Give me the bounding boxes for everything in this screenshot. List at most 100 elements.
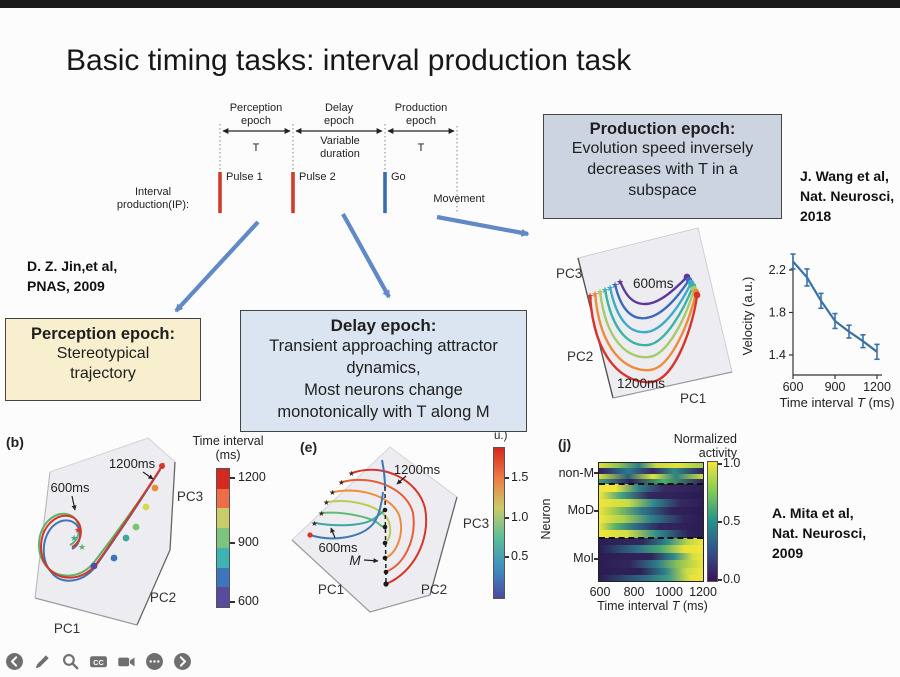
trajectory-start-stars: ★★★ ★★★ bbox=[311, 469, 355, 528]
svg-text:★: ★ bbox=[74, 525, 82, 535]
e-cbar-tickmark-2 bbox=[505, 517, 509, 519]
trajectory-start-stars: ★★ ★★ ★★ ★ bbox=[586, 277, 624, 301]
neuron-activity-heatmap bbox=[598, 462, 704, 582]
camera-icon[interactable] bbox=[117, 652, 136, 671]
interval-colorbar-title: Time interval (ms) bbox=[192, 434, 264, 462]
go-mark bbox=[383, 172, 387, 213]
heatmap-row bbox=[599, 522, 703, 531]
heatmap-row bbox=[599, 484, 703, 492]
heatmap-xlabel: Time interval T (ms) bbox=[585, 599, 720, 613]
velocity-ytick-3: 1.4 bbox=[769, 348, 786, 362]
back-icon[interactable] bbox=[5, 652, 24, 671]
forward-icon[interactable] bbox=[173, 652, 192, 671]
heatmap-group-separator-1 bbox=[599, 483, 703, 485]
closed-captions-icon[interactable]: CC bbox=[89, 652, 108, 671]
heatmap-row bbox=[599, 468, 703, 474]
start-interval-annotation: 600ms bbox=[318, 540, 358, 555]
manifold-dots bbox=[382, 507, 389, 587]
page-title: Basic timing tasks: interval production … bbox=[66, 44, 632, 77]
heatmap-rows bbox=[599, 463, 703, 581]
j-cbar-tickmark-1 bbox=[718, 463, 722, 465]
heatmap-xtick-1200: 1200 bbox=[689, 585, 717, 599]
heatmap-row bbox=[599, 567, 703, 576]
e-cbar-tick-2: 1.0 bbox=[511, 510, 529, 524]
velocity-xtick-1: 600 bbox=[783, 380, 804, 394]
pc3-axis-label: PC3 bbox=[177, 489, 203, 504]
annotate-pen-icon[interactable] bbox=[33, 652, 52, 671]
interval-cbar-tickmark-600 bbox=[230, 601, 235, 603]
heatmap-row bbox=[599, 473, 703, 479]
colorbar-segment bbox=[217, 469, 229, 489]
pc2-axis-label: PC2 bbox=[567, 349, 593, 364]
activity-colorbar-e bbox=[493, 447, 505, 599]
interval-cbar-tickmark-900 bbox=[230, 542, 235, 544]
svg-text:★: ★ bbox=[601, 285, 609, 295]
velocity-xtick-3: 1200 bbox=[863, 380, 891, 394]
svg-text:★: ★ bbox=[616, 277, 624, 287]
production-duration-label: T bbox=[417, 142, 425, 154]
production-callout-body: Evolution speed inversely decreases with… bbox=[571, 140, 754, 199]
citation-mita: A. Mita et al, Nat. Neurosci, 2009 bbox=[772, 505, 867, 561]
e-cbar-tickmark-1 bbox=[505, 477, 509, 479]
pulse1-label: Pulse 1 bbox=[226, 171, 263, 183]
svg-text:★: ★ bbox=[338, 478, 345, 487]
velocity-data-series bbox=[790, 253, 880, 361]
heatmap-row bbox=[599, 530, 703, 538]
e-cbar-tick-3: 0.5 bbox=[511, 549, 529, 563]
panel-e-letter: (e) bbox=[300, 439, 318, 455]
heatmap-row bbox=[599, 552, 703, 561]
manifold-annotation: M bbox=[349, 553, 361, 568]
velocity-ytick-1: 2.2 bbox=[769, 263, 786, 277]
end-interval-annotation: 1200ms bbox=[394, 462, 441, 477]
converging-blue-segment bbox=[381, 459, 386, 489]
zoom-search-icon[interactable] bbox=[61, 652, 80, 671]
heatmap-xlabel-T: T bbox=[671, 599, 680, 613]
svg-text:★: ★ bbox=[318, 509, 325, 518]
elapsed-time-markers bbox=[90, 463, 165, 570]
colorbar-segment bbox=[217, 567, 229, 588]
production-epoch-label: Production epoch bbox=[394, 102, 448, 127]
colorbar-segment bbox=[217, 508, 229, 529]
svg-text:★: ★ bbox=[591, 289, 599, 299]
colorbar-segment bbox=[217, 547, 229, 568]
j-cbar-tickmark-2 bbox=[718, 521, 722, 523]
heatmap-group-label-MoD: MoD bbox=[567, 503, 594, 517]
pc1-axis-label: PC1 bbox=[680, 391, 706, 406]
end-interval-annotation: 1200ms bbox=[617, 376, 665, 391]
time-interval-colorbar bbox=[216, 468, 230, 608]
interval-cbar-tick-600: 600 bbox=[238, 594, 259, 608]
j-cbar-tick-1: 1.0 bbox=[723, 456, 741, 470]
svg-text:★: ★ bbox=[611, 280, 619, 290]
interval-cbar-tickmark-1200 bbox=[230, 477, 235, 479]
shortest-trajectory-start bbox=[307, 532, 313, 538]
production-epoch-callout: Production epoch: Evolution speed invers… bbox=[543, 114, 782, 219]
citation-jin: D. Z. Jin,et al, PNAS, 2009 bbox=[27, 258, 118, 294]
task-timeline-diagram bbox=[218, 124, 458, 214]
velocity-ylabel: Velocity (a.u.) bbox=[740, 277, 755, 356]
more-options-icon[interactable] bbox=[145, 652, 164, 671]
colorbar-segment bbox=[217, 587, 229, 608]
svg-text:★: ★ bbox=[596, 287, 604, 297]
pc1-axis-label: PC1 bbox=[318, 582, 344, 597]
panel-b-state-space-plot: ★ ★ ★ 1200ms 600ms PC1 PC2 PC3 bbox=[34, 437, 203, 636]
heatmap-ytick-1 bbox=[594, 472, 598, 474]
heatmap-ytick-3 bbox=[594, 558, 598, 560]
perception-epoch-label: Perception epoch bbox=[229, 102, 283, 127]
pc2-axis-label: PC2 bbox=[150, 590, 176, 605]
delay-callout-title: Delay epoch: bbox=[330, 316, 437, 335]
epoch-boundary-dotted-lines bbox=[219, 124, 458, 214]
trajectory-end-dots bbox=[683, 273, 701, 299]
heatmap-group-separator-2 bbox=[599, 537, 703, 539]
production-state-space-plot: ★★ ★★ ★★ ★ 600ms 1200ms PC3 PC2 PC1 bbox=[556, 227, 733, 406]
panel-j-letter: (j) bbox=[558, 436, 572, 452]
interval-cbar-tick-900: 900 bbox=[238, 535, 259, 549]
cc-glyph: CC bbox=[93, 658, 104, 667]
j-cbar-tick-3: 0.0 bbox=[723, 572, 741, 586]
connector-arrow-lines bbox=[174, 212, 530, 313]
heatmap-row bbox=[599, 560, 703, 568]
colorbar-segment bbox=[217, 488, 229, 509]
heatmap-row bbox=[599, 478, 703, 484]
perception-callout-title: Perception epoch: bbox=[31, 325, 175, 343]
j-cbar-tickmark-3 bbox=[718, 579, 722, 581]
